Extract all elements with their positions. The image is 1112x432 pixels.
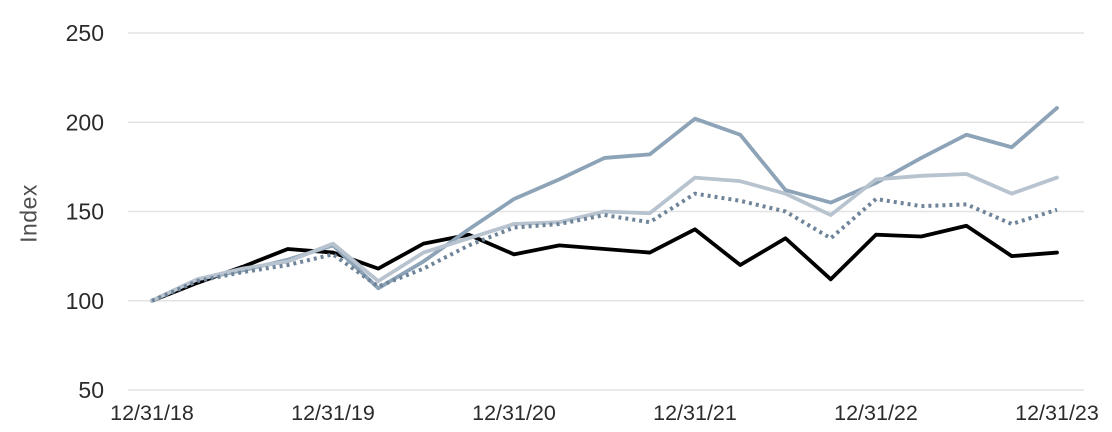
y-tick-label: 200 [66,109,104,135]
y-tick-label: 100 [66,288,104,314]
slate-dotted-line [151,191,1058,303]
x-tick-label: 12/31/22 [834,401,918,425]
y-axis-label: Index [15,184,42,243]
x-tick-label: 12/31/19 [291,401,375,425]
y-tick-label: 50 [78,377,104,403]
x-tick-label: 12/31/20 [472,401,556,425]
x-tick-label: 12/31/21 [653,401,737,425]
x-tick-label: 12/31/23 [1015,401,1099,425]
light-gray-solid-line [150,172,1059,303]
black-solid-line [150,223,1059,303]
y-tick-label: 150 [66,199,104,225]
x-tick-label: 12/31/18 [110,401,194,425]
dark-bluegray-solid-line [150,106,1059,303]
y-tick-label: 250 [66,20,104,46]
